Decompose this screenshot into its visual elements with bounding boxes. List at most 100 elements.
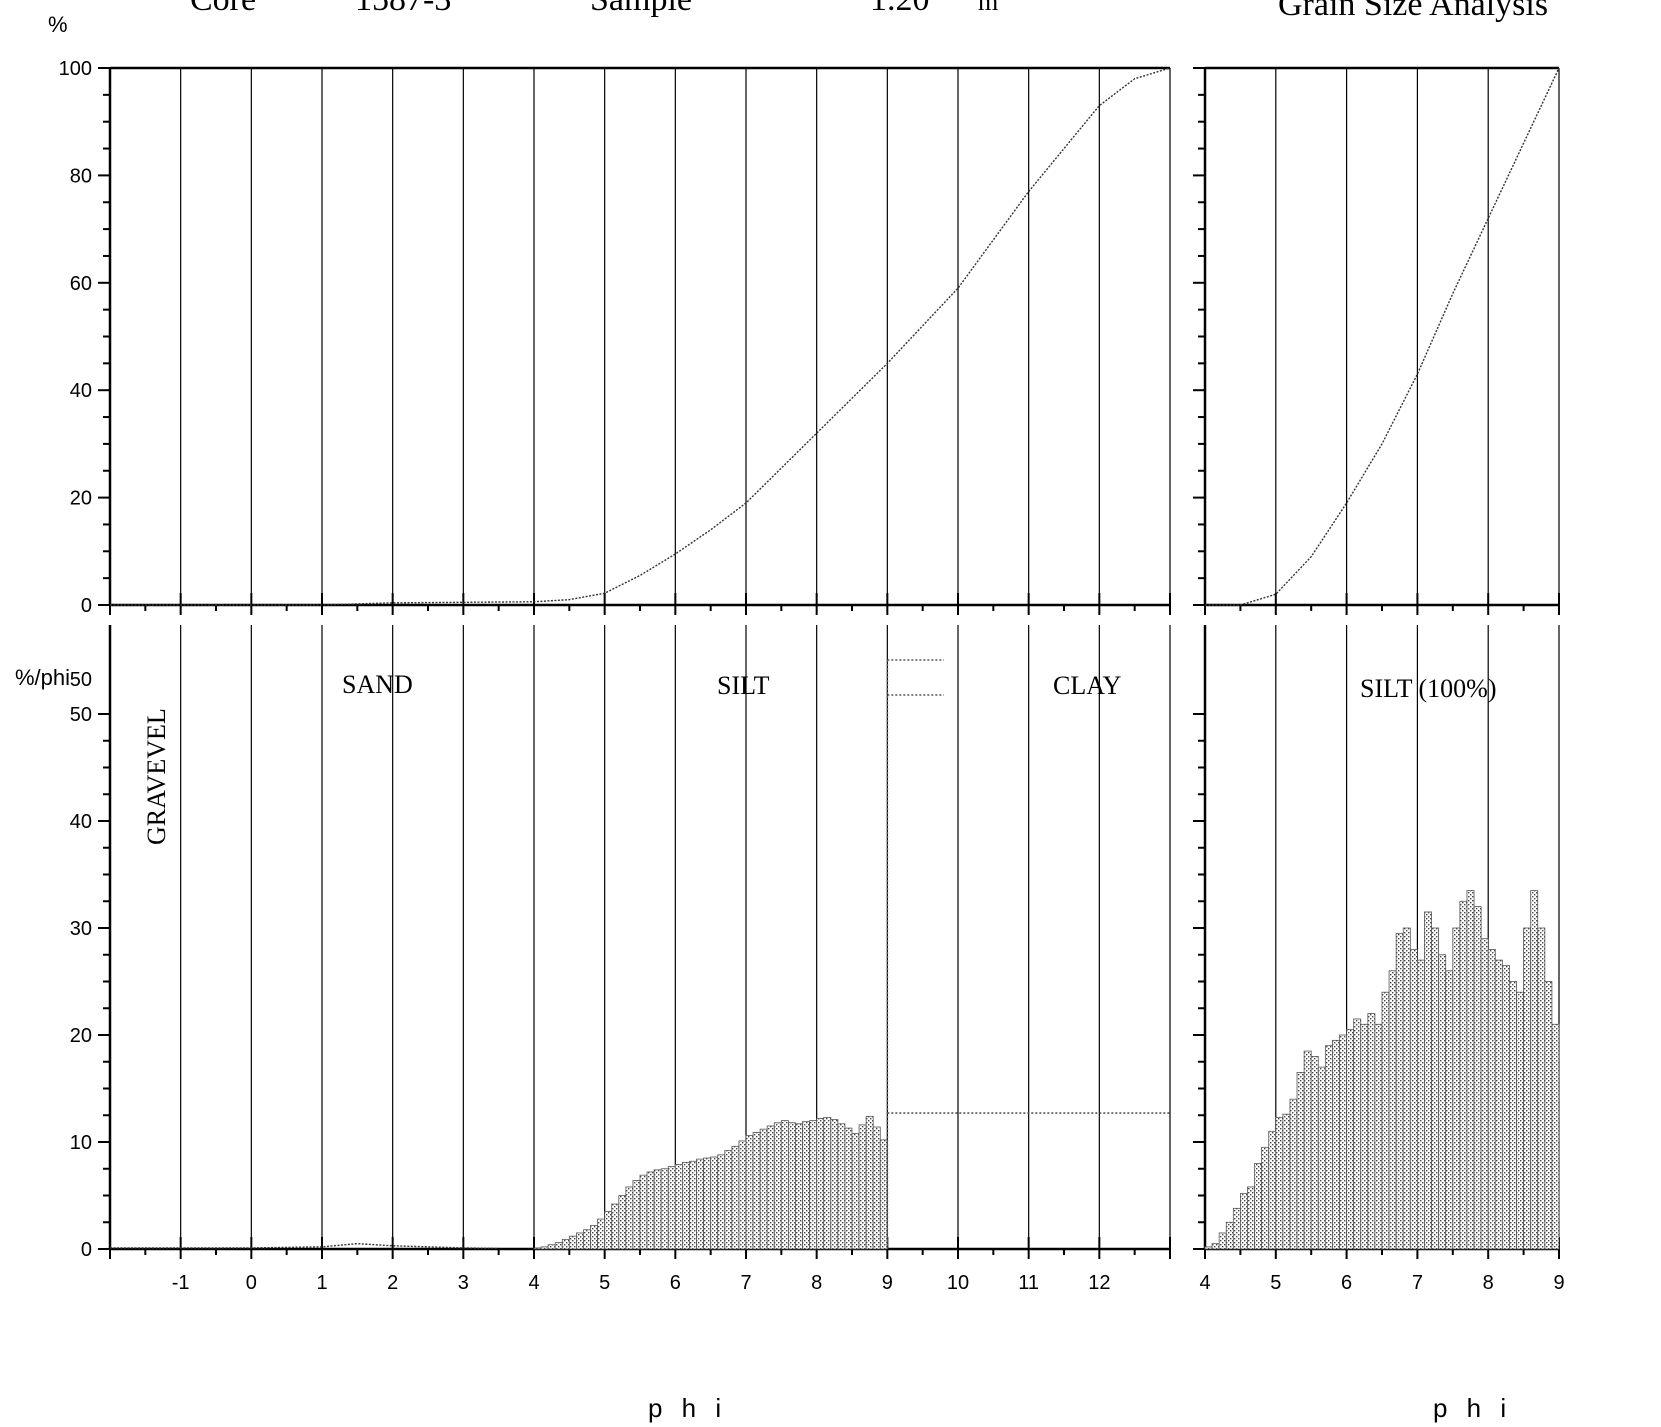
frequency-silt-bar xyxy=(1516,991,1525,1250)
frequency-bar xyxy=(576,1232,584,1250)
frequency-silt-bar xyxy=(1374,1023,1383,1250)
frequency-silt-bar xyxy=(1381,991,1390,1250)
frequency-silt-bar xyxy=(1218,1232,1227,1250)
frequency-bar xyxy=(710,1156,719,1250)
frequency-bar xyxy=(547,1244,556,1250)
frequency-bar xyxy=(590,1225,598,1250)
x-tick-label: 7 xyxy=(1412,1272,1423,1294)
frequency-silt-bar xyxy=(1438,954,1447,1250)
y-tick-label: 80 xyxy=(70,165,92,187)
frequency-bar xyxy=(773,1122,782,1250)
frequency-bar xyxy=(766,1125,775,1250)
frequency-bar xyxy=(865,1115,874,1250)
frequency-bar xyxy=(724,1150,733,1250)
y-tick-label: 20 xyxy=(70,1025,92,1047)
x-tick-label: 5 xyxy=(1270,1272,1281,1294)
frequency-silt-bar xyxy=(1459,900,1468,1250)
frequency-silt-bar xyxy=(1445,970,1454,1250)
frequency-silt-bar xyxy=(1282,1113,1291,1250)
frequency-bar xyxy=(583,1229,591,1250)
y-tick-label: 30 xyxy=(70,918,92,940)
frequency-silt-bar xyxy=(1367,1013,1376,1250)
frequency-bar xyxy=(795,1123,803,1250)
frequency-silt-bar xyxy=(1409,949,1418,1250)
frequency-bar xyxy=(780,1120,789,1250)
y-tick-label: 40 xyxy=(70,380,92,402)
y-tick-label: 0 xyxy=(81,595,92,617)
x-tick-label: 6 xyxy=(670,1272,681,1294)
frequency-silt-bar xyxy=(1346,1029,1355,1250)
depth-unit: m xyxy=(978,0,998,16)
frequency-silt-bar xyxy=(1275,1116,1284,1250)
x-tick-label: 10 xyxy=(947,1272,969,1294)
x-tick-label: 5 xyxy=(599,1272,610,1294)
frequency-silt-panel: 4 5 6 7 8 9 xyxy=(1193,625,1565,1294)
frequency-silt-bar xyxy=(1268,1130,1277,1250)
frequency-silt-bar xyxy=(1353,1018,1362,1250)
y-tick-label: 20 xyxy=(70,488,92,510)
frequency-silt-bar xyxy=(1487,949,1496,1250)
frequency-silt-bar xyxy=(1339,1034,1348,1250)
frequency-bar xyxy=(802,1121,810,1250)
frequency-bar xyxy=(561,1238,570,1250)
frequency-silt-bar xyxy=(1240,1192,1248,1250)
frequency-silt-bar xyxy=(1544,981,1553,1250)
x-tick-label: 6 xyxy=(1341,1272,1352,1294)
y-tick-label: 50 xyxy=(70,669,92,691)
frequency-bar xyxy=(830,1119,839,1250)
frequency-bar xyxy=(533,1247,542,1250)
low-phi-trace xyxy=(110,1242,499,1250)
zone-sand: SAND xyxy=(342,670,413,699)
frequency-silt-bar xyxy=(1296,1072,1305,1250)
frequency-silt-bar xyxy=(1232,1207,1241,1250)
zone-clay: CLAY xyxy=(1053,671,1122,700)
frequency-silt-bar xyxy=(1537,927,1546,1250)
frequency-silt-bar xyxy=(1402,927,1411,1250)
frequency-bar xyxy=(674,1164,683,1250)
frequency-silt-bar xyxy=(1551,1023,1560,1250)
frequency-bar xyxy=(625,1186,634,1250)
frequency-bar xyxy=(717,1154,726,1250)
frequency-silt-bar xyxy=(1417,959,1425,1250)
core-label: Core xyxy=(190,0,256,18)
x-tick-label: 4 xyxy=(528,1272,539,1294)
frequency-bar xyxy=(639,1174,648,1250)
frequency-bar xyxy=(837,1123,846,1250)
x-tick-label: 12 xyxy=(1088,1272,1110,1294)
frequency-silt-bar xyxy=(1424,911,1432,1250)
cumulative-silt-curve xyxy=(1205,67,1560,606)
y-tick-label: 40 xyxy=(70,811,92,833)
frequency-silt-bar xyxy=(1225,1221,1234,1250)
zone-silt: SILT xyxy=(717,671,770,700)
cumulative-silt-panel xyxy=(1193,66,1560,615)
frequency-silt-bar xyxy=(1452,927,1461,1250)
zone-gravel: GRAVEVEL xyxy=(142,708,171,845)
frequency-silt-bar xyxy=(1473,906,1482,1250)
frequency-silt-bar xyxy=(1254,1163,1263,1250)
frequency-silt-bar xyxy=(1332,1039,1340,1250)
x-tick-label: 0 xyxy=(246,1272,257,1294)
frequency-bar xyxy=(858,1124,867,1250)
frequency-bar xyxy=(540,1246,549,1250)
y-tick-label: 60 xyxy=(70,273,92,295)
frequency-bar xyxy=(611,1203,620,1250)
frequency-bar xyxy=(597,1218,606,1250)
frequency-bar xyxy=(816,1118,825,1250)
frequency-bar xyxy=(653,1169,662,1250)
x-tick-label: 3 xyxy=(458,1272,469,1294)
frequency-silt-bar xyxy=(1501,965,1510,1250)
cumulative-curve xyxy=(110,67,1171,606)
frequency-silt-bar xyxy=(1388,970,1397,1250)
frequency-bar xyxy=(554,1242,563,1250)
frequency-bar xyxy=(823,1116,832,1250)
frequency-bar xyxy=(646,1171,655,1250)
frequency-bar xyxy=(696,1158,704,1250)
frequency-bar xyxy=(682,1161,690,1250)
frequency-silt-bar xyxy=(1204,1246,1213,1250)
y-tick-label: 10 xyxy=(70,1132,92,1154)
frequency-silt-bar xyxy=(1324,1045,1333,1250)
x-tick-label: 9 xyxy=(1553,1272,1564,1294)
frequency-silt-bar xyxy=(1247,1186,1255,1250)
frequency-silt-bar xyxy=(1360,1023,1369,1250)
frequency-bar xyxy=(667,1166,676,1250)
